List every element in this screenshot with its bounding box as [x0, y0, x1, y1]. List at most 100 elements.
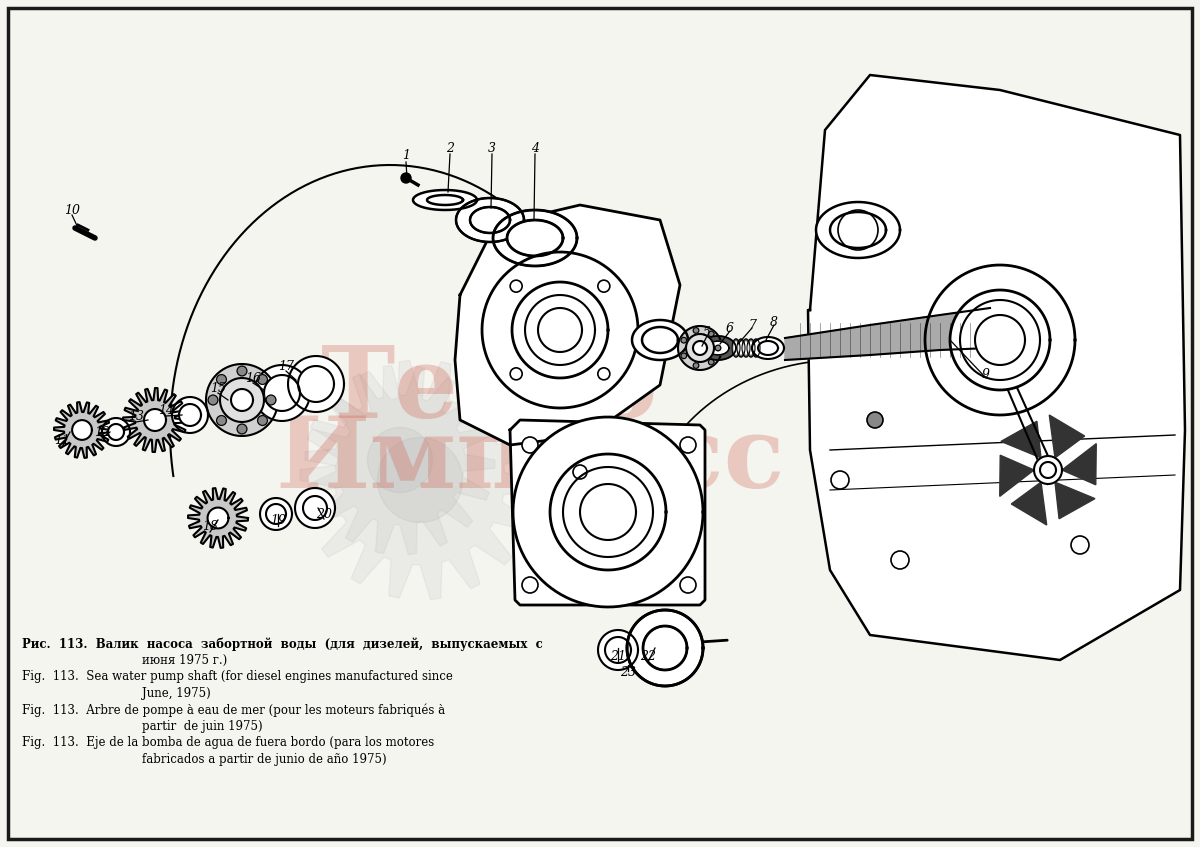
Circle shape: [266, 395, 276, 405]
Polygon shape: [54, 402, 110, 458]
Circle shape: [694, 328, 698, 333]
Polygon shape: [188, 488, 248, 548]
Circle shape: [866, 412, 883, 428]
Polygon shape: [455, 205, 680, 445]
Polygon shape: [1001, 421, 1042, 458]
Circle shape: [574, 465, 587, 479]
Polygon shape: [470, 207, 510, 233]
Ellipse shape: [752, 339, 760, 357]
Circle shape: [216, 416, 227, 425]
Polygon shape: [232, 389, 253, 411]
Polygon shape: [1034, 456, 1062, 484]
Text: 15: 15: [210, 381, 226, 395]
Circle shape: [216, 374, 227, 385]
Text: 2: 2: [446, 141, 454, 154]
Text: 13: 13: [128, 409, 144, 423]
Text: June, 1975): June, 1975): [22, 687, 211, 700]
Polygon shape: [514, 417, 703, 607]
Polygon shape: [260, 498, 292, 530]
Polygon shape: [526, 295, 595, 365]
Text: 7: 7: [748, 318, 756, 331]
Text: 3: 3: [488, 141, 496, 154]
Polygon shape: [427, 195, 463, 205]
Polygon shape: [785, 308, 990, 360]
Text: fabricados a partir de junio de año 1975): fabricados a partir de junio de año 1975…: [22, 752, 386, 766]
Text: 17: 17: [278, 359, 294, 373]
Text: 8: 8: [770, 315, 778, 329]
Circle shape: [680, 577, 696, 593]
Polygon shape: [208, 507, 228, 529]
Polygon shape: [686, 334, 714, 362]
Polygon shape: [172, 397, 208, 433]
Circle shape: [510, 368, 522, 379]
Ellipse shape: [734, 342, 738, 354]
Polygon shape: [1062, 444, 1097, 484]
Polygon shape: [628, 610, 703, 686]
Polygon shape: [367, 428, 432, 492]
Polygon shape: [493, 210, 577, 266]
Polygon shape: [305, 365, 496, 555]
Text: Техно: Техно: [322, 341, 659, 439]
Polygon shape: [512, 282, 608, 378]
Polygon shape: [220, 378, 264, 422]
Ellipse shape: [749, 342, 754, 354]
Polygon shape: [456, 198, 524, 242]
Polygon shape: [298, 366, 334, 402]
Polygon shape: [1040, 462, 1056, 478]
Polygon shape: [102, 418, 130, 446]
Polygon shape: [1012, 482, 1046, 525]
Polygon shape: [264, 375, 300, 411]
Polygon shape: [707, 341, 730, 355]
Polygon shape: [976, 315, 1025, 365]
Polygon shape: [830, 212, 886, 248]
Polygon shape: [470, 207, 510, 233]
Polygon shape: [508, 220, 563, 256]
Ellipse shape: [732, 339, 740, 357]
Polygon shape: [179, 404, 202, 426]
Polygon shape: [266, 504, 286, 524]
Text: июня 1975 г.): июня 1975 г.): [22, 654, 227, 667]
Polygon shape: [288, 356, 344, 412]
Polygon shape: [758, 341, 778, 355]
Circle shape: [830, 471, 850, 489]
Polygon shape: [605, 637, 631, 663]
Polygon shape: [300, 361, 540, 600]
Text: 5: 5: [703, 325, 710, 339]
Circle shape: [522, 577, 538, 593]
Ellipse shape: [737, 339, 745, 357]
Polygon shape: [643, 626, 686, 670]
Polygon shape: [1055, 482, 1094, 518]
Polygon shape: [493, 210, 577, 266]
Text: Fig.  113.  Arbre de pompe à eau de mer (pour les moteurs fabriqués à: Fig. 113. Arbre de pompe à eau de mer (p…: [22, 703, 445, 717]
Polygon shape: [510, 420, 706, 605]
Text: 9: 9: [982, 368, 990, 380]
Text: 22: 22: [640, 650, 656, 662]
Polygon shape: [643, 626, 686, 670]
Polygon shape: [413, 190, 478, 210]
Polygon shape: [925, 265, 1075, 415]
Polygon shape: [1049, 415, 1085, 458]
Polygon shape: [580, 484, 636, 540]
Circle shape: [238, 424, 247, 434]
Polygon shape: [124, 388, 187, 452]
Text: 16: 16: [245, 372, 262, 385]
Circle shape: [680, 337, 686, 343]
Polygon shape: [550, 454, 666, 570]
Circle shape: [258, 416, 268, 425]
Text: 23: 23: [620, 666, 636, 678]
Text: 21: 21: [610, 650, 626, 662]
Polygon shape: [254, 365, 310, 421]
Ellipse shape: [739, 342, 743, 354]
Polygon shape: [678, 326, 722, 370]
Ellipse shape: [746, 339, 755, 357]
Text: 6: 6: [726, 322, 734, 335]
Text: 1: 1: [402, 148, 410, 162]
Polygon shape: [642, 327, 678, 353]
Circle shape: [680, 353, 686, 358]
Ellipse shape: [742, 339, 750, 357]
Text: Рис.  113.  Валик  насоса  забортной  воды  (для  дизелей,  выпускаемых  с: Рис. 113. Валик насоса забортной воды (д…: [22, 637, 542, 650]
Circle shape: [522, 437, 538, 453]
Polygon shape: [632, 320, 688, 360]
Polygon shape: [295, 488, 335, 528]
Circle shape: [598, 368, 610, 379]
